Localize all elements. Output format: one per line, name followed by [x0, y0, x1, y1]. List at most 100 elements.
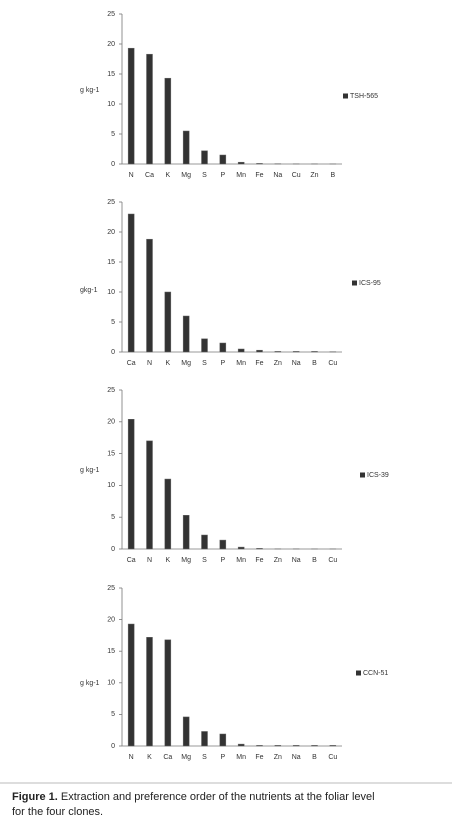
caption-text: for the four clones.	[12, 806, 103, 818]
bar	[146, 238, 153, 353]
x-tick-label: P	[220, 360, 225, 367]
bar	[164, 639, 172, 747]
caption-label: Figure 1.	[12, 791, 58, 803]
x-tick-label: Na	[292, 754, 301, 761]
y-tick-label: 25	[107, 11, 115, 18]
x-tick-label: S	[202, 360, 207, 367]
bar	[237, 161, 245, 165]
y-tick-label: 10	[107, 289, 115, 296]
bar	[164, 291, 172, 353]
caption-text: Extraction and preference order of the n…	[61, 791, 375, 803]
bar	[219, 342, 227, 353]
y-axis-label: g kg-1	[80, 467, 100, 474]
y-tick-label: 25	[107, 199, 115, 206]
y-tick-label: 15	[107, 259, 115, 266]
y-tick-label: 5	[111, 711, 115, 718]
x-tick-label: S	[202, 172, 207, 179]
bar	[146, 53, 153, 165]
x-tick-label: Zn	[274, 557, 282, 564]
y-tick-label: 20	[107, 616, 115, 623]
bar	[256, 548, 263, 550]
y-tick-label: 0	[111, 349, 115, 356]
x-tick-label: Mg	[181, 754, 191, 761]
bar	[164, 478, 172, 550]
y-axis-label: g kg-1	[80, 680, 100, 687]
bar	[146, 440, 153, 550]
x-tick-label: K	[165, 557, 170, 564]
y-tick-label: 5	[111, 319, 115, 326]
bar	[237, 546, 245, 550]
bar	[329, 745, 337, 747]
bar	[237, 348, 245, 353]
legend-label: CCN-51	[363, 670, 388, 677]
bar	[146, 637, 153, 747]
bar	[256, 163, 263, 165]
y-tick-label: 20	[107, 229, 115, 236]
x-tick-label: N	[147, 557, 152, 564]
x-tick-label: Mg	[181, 360, 191, 367]
x-tick-label: Mg	[181, 172, 191, 179]
y-tick-label: 25	[107, 585, 115, 592]
x-tick-label: Fe	[255, 754, 263, 761]
y-tick-label: 5	[111, 131, 115, 138]
x-tick-label: Cu	[328, 557, 337, 564]
x-tick-label: B	[312, 557, 317, 564]
x-tick-label: K	[165, 360, 170, 367]
x-tick-label: Fe	[255, 557, 263, 564]
bar	[256, 745, 263, 747]
y-axis-label: g kg-1	[80, 87, 100, 94]
y-tick-label: 15	[107, 648, 115, 655]
x-tick-label: P	[220, 557, 225, 564]
y-tick-label: 25	[107, 387, 115, 394]
bar	[201, 150, 208, 165]
bar	[219, 539, 227, 550]
x-tick-label: Mn	[236, 754, 246, 761]
x-tick-label: P	[220, 754, 225, 761]
y-tick-label: 10	[107, 680, 115, 687]
x-tick-label: Ca	[145, 172, 154, 179]
x-tick-label: N	[129, 172, 134, 179]
x-tick-label: Zn	[274, 754, 282, 761]
x-tick-label: Cu	[328, 360, 337, 367]
x-tick-label: B	[330, 172, 335, 179]
bar	[219, 733, 227, 747]
bar	[182, 515, 190, 550]
y-tick-label: 15	[107, 450, 115, 457]
bar	[127, 213, 135, 353]
y-tick-label: 15	[107, 71, 115, 78]
x-tick-label: Na	[292, 360, 301, 367]
y-axis-label: gkg-1	[80, 287, 98, 294]
x-tick-label: Fe	[255, 172, 263, 179]
bar	[201, 534, 208, 550]
y-tick-label: 10	[107, 482, 115, 489]
x-tick-label: N	[147, 360, 152, 367]
bar	[201, 338, 208, 353]
x-tick-label: S	[202, 754, 207, 761]
bar	[311, 745, 318, 747]
bar	[182, 130, 190, 165]
y-tick-label: 5	[111, 514, 115, 521]
x-tick-label: S	[202, 557, 207, 564]
bar	[274, 745, 282, 747]
x-tick-label: B	[312, 754, 317, 761]
x-tick-label: Na	[273, 172, 282, 179]
bar	[127, 47, 135, 165]
x-tick-label: Ca	[163, 754, 172, 761]
legend-marker	[352, 280, 357, 286]
legend-marker	[360, 472, 365, 478]
x-tick-label: Na	[292, 557, 301, 564]
bar	[292, 351, 300, 353]
bar	[311, 351, 318, 353]
y-tick-label: 20	[107, 419, 115, 426]
y-tick-label: 10	[107, 101, 115, 108]
x-tick-label: N	[129, 754, 134, 761]
bar	[201, 731, 208, 747]
x-tick-label: Fe	[255, 360, 263, 367]
bar	[292, 745, 300, 747]
y-tick-label: 20	[107, 41, 115, 48]
legend-marker	[356, 670, 361, 676]
legend-label: ICS-39	[367, 472, 389, 479]
bar	[127, 419, 135, 550]
bar	[274, 351, 282, 353]
